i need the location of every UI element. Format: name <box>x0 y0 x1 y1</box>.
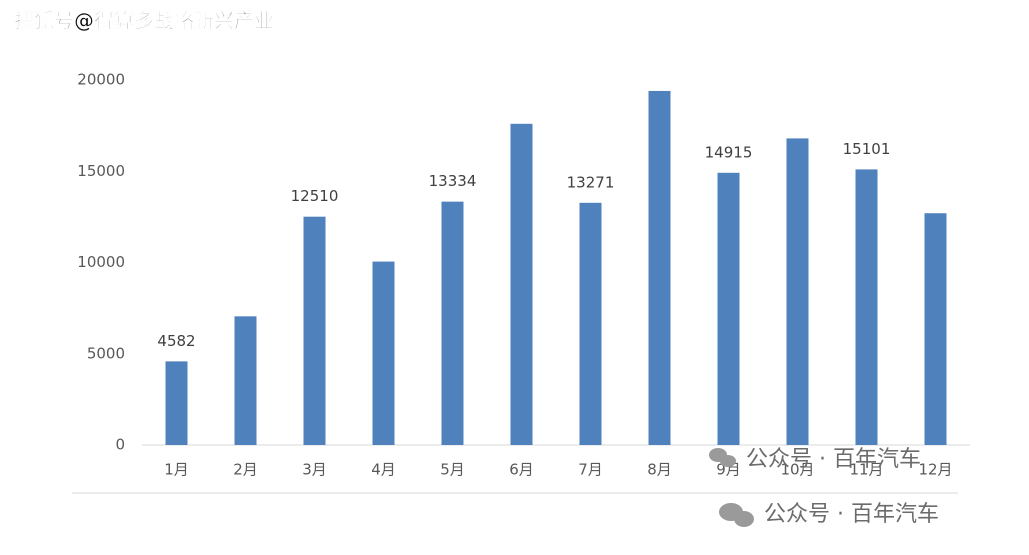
x-tick-label: 1月 <box>164 461 189 479</box>
y-tick-label: 15000 <box>77 162 125 180</box>
x-tick-label: 8月 <box>647 461 672 479</box>
x-tick-label: 12月 <box>918 461 952 479</box>
bar <box>303 216 326 445</box>
y-tick-label: 10000 <box>77 253 125 271</box>
bar <box>579 202 602 445</box>
bar <box>717 172 740 445</box>
bar <box>924 213 947 445</box>
x-tick-label: 4月 <box>371 461 396 479</box>
value-label: 13334 <box>429 172 477 190</box>
account-watermark-large: 公众号 · 百年汽车 <box>764 502 939 527</box>
x-tick-label: 7月 <box>578 461 603 479</box>
bar <box>372 261 395 445</box>
bar <box>510 123 533 446</box>
value-label: 15101 <box>843 140 891 158</box>
value-label: 12510 <box>291 187 339 205</box>
y-tick-label: 5000 <box>87 344 125 362</box>
value-label: 14915 <box>705 143 753 161</box>
x-tick-label: 11月 <box>849 461 883 479</box>
source-watermark: 搜狐号@得算多战略新兴产业 <box>14 9 274 33</box>
wechat-icon <box>709 448 754 527</box>
bar <box>648 90 671 445</box>
x-tick-label: 3月 <box>302 461 327 479</box>
bar <box>165 361 188 445</box>
x-tick-label: 2月 <box>233 461 258 479</box>
x-tick-label: 5月 <box>440 461 465 479</box>
account-watermark: 公众号 · 百年汽车 <box>746 447 921 472</box>
x-tick-label: 6月 <box>509 461 534 479</box>
y-tick-label: 0 <box>115 436 125 454</box>
bar <box>441 201 464 445</box>
bar <box>786 138 809 445</box>
value-label: 4582 <box>157 332 195 350</box>
bar <box>234 316 257 445</box>
bar <box>855 169 878 446</box>
value-label: 13271 <box>567 173 615 191</box>
y-tick-label: 20000 <box>77 71 125 89</box>
x-tick-label: 10月 <box>780 461 814 479</box>
